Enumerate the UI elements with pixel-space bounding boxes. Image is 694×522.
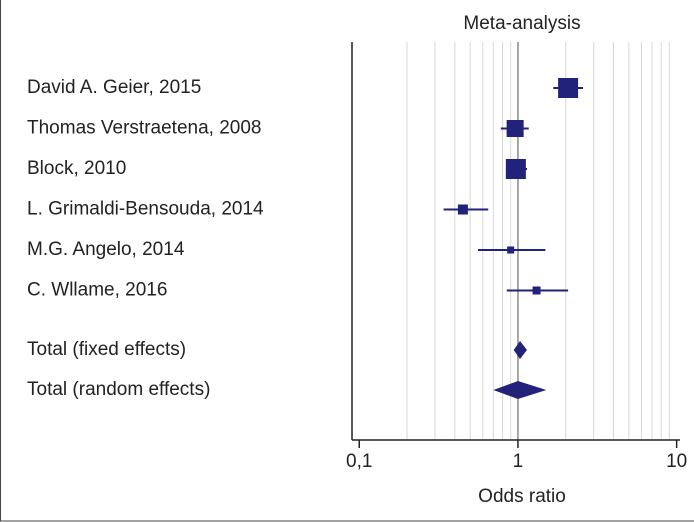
total-diamond — [513, 341, 527, 359]
effect-square — [532, 286, 541, 295]
study-label: C. Wllame, 2016 — [27, 280, 167, 301]
total-label: Total (random effects) — [27, 379, 210, 400]
study-label: L. Grimaldi-Bensouda, 2014 — [27, 199, 264, 220]
total-diamond — [493, 381, 547, 399]
study-label: David A. Geier, 2015 — [27, 77, 201, 98]
effect-square — [507, 246, 515, 254]
x-axis-label: Odds ratio — [478, 486, 566, 507]
effect-square — [457, 204, 468, 215]
effect-square — [558, 77, 579, 99]
study-label: Block, 2010 — [27, 158, 126, 179]
chart-title: Meta-analysis — [463, 13, 580, 34]
study-label: Thomas Verstraetena, 2008 — [27, 118, 261, 139]
x-tick-label: 1 — [513, 451, 524, 472]
x-tick-label: 10 — [666, 451, 687, 472]
study-label: M.G. Angelo, 2014 — [27, 239, 185, 260]
total-label: Total (fixed effects) — [27, 339, 186, 360]
x-tick-label: 0,1 — [346, 451, 372, 472]
effect-square — [506, 119, 524, 138]
effect-square — [505, 158, 526, 180]
